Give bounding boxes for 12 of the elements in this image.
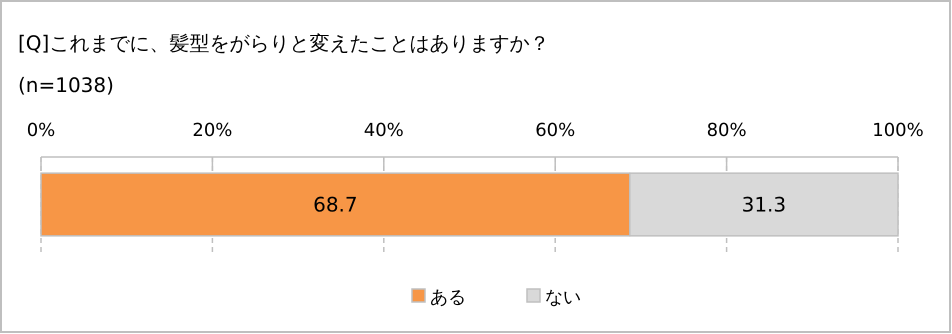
chart-title: [Q]これまでに、髪型をがらりと変えたことはありますか？ — [18, 31, 550, 55]
x-tick-label: 20% — [192, 120, 232, 141]
x-tick-label: 0% — [26, 120, 56, 141]
data-label: 68.7 — [313, 192, 358, 216]
x-tick-label: 100% — [872, 120, 924, 141]
chart-subtitle: (n=1038) — [18, 73, 114, 97]
x-tick-label: 80% — [706, 120, 747, 141]
x-tick-label: 40% — [364, 120, 404, 141]
legend-label: ない — [545, 287, 581, 308]
legend-label: ある — [430, 287, 466, 308]
data-label: 31.3 — [742, 192, 786, 216]
x-tick-label: 60% — [535, 120, 576, 141]
